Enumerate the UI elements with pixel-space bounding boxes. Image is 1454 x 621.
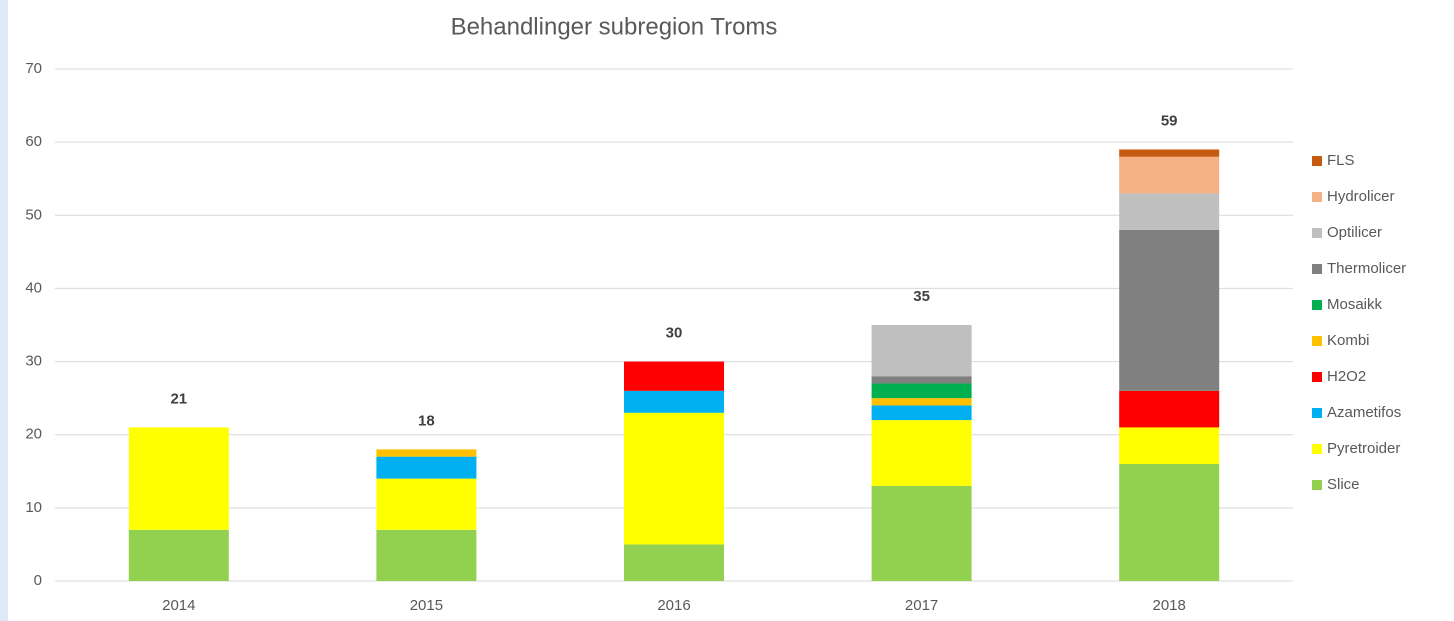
y-tick-label: 0 bbox=[34, 572, 42, 589]
bar-segment bbox=[871, 485, 972, 581]
x-tick-label: 2016 bbox=[657, 597, 690, 614]
legend-swatch bbox=[1312, 372, 1322, 382]
legend-swatch bbox=[1312, 408, 1322, 418]
legend-label: Hydrolicer bbox=[1327, 188, 1395, 205]
total-label: 18 bbox=[418, 412, 435, 429]
x-tick-label: 2017 bbox=[905, 597, 938, 614]
bar-segment bbox=[871, 325, 972, 377]
y-tick-label: 50 bbox=[25, 206, 42, 223]
total-label: 21 bbox=[170, 390, 187, 407]
bar-segment bbox=[871, 420, 972, 486]
bar-segment bbox=[624, 361, 724, 391]
total-label: 35 bbox=[913, 288, 930, 305]
bar-segment bbox=[624, 412, 724, 545]
x-tick-label: 2014 bbox=[162, 597, 195, 614]
bar-segment bbox=[376, 478, 477, 530]
legend-swatch bbox=[1312, 156, 1322, 166]
bar-segment bbox=[376, 456, 477, 479]
bar-segment bbox=[624, 544, 724, 581]
legend-swatch bbox=[1312, 264, 1322, 274]
legend-label: Azametifos bbox=[1327, 404, 1401, 421]
bar-segment bbox=[871, 383, 972, 399]
bar-segment bbox=[1119, 427, 1220, 464]
bar-segment bbox=[1119, 390, 1220, 428]
bar-segment bbox=[128, 529, 229, 581]
legend-label: Thermolicer bbox=[1327, 260, 1406, 277]
y-tick-label: 40 bbox=[25, 279, 42, 296]
y-tick-label: 20 bbox=[25, 426, 42, 443]
legend-label: H2O2 bbox=[1327, 368, 1366, 385]
bar-segment bbox=[1119, 463, 1220, 581]
total-label: 59 bbox=[1161, 112, 1178, 129]
bar-segment bbox=[624, 390, 724, 413]
legend-label: Mosaikk bbox=[1327, 296, 1383, 313]
bar-segment bbox=[871, 376, 972, 384]
chart-title: Behandlinger subregion Troms bbox=[451, 13, 778, 40]
legend-label: Pyretroider bbox=[1327, 440, 1400, 457]
legend-swatch bbox=[1312, 192, 1322, 202]
x-tick-label: 2018 bbox=[1153, 597, 1186, 614]
legend-swatch bbox=[1312, 444, 1322, 454]
y-tick-label: 30 bbox=[25, 353, 42, 370]
legend-label: FLS bbox=[1327, 152, 1355, 169]
bar-segment bbox=[1119, 193, 1220, 230]
bar-segment bbox=[376, 449, 477, 457]
y-tick-label: 10 bbox=[25, 499, 42, 516]
total-label: 30 bbox=[666, 325, 683, 342]
bar-segment bbox=[128, 427, 229, 530]
legend-swatch bbox=[1312, 480, 1322, 490]
legend-swatch bbox=[1312, 300, 1322, 310]
bar-segment bbox=[871, 398, 972, 406]
bar-segment bbox=[1119, 229, 1220, 391]
legend-swatch bbox=[1312, 228, 1322, 238]
y-tick-label: 60 bbox=[25, 133, 42, 150]
legend-swatch bbox=[1312, 336, 1322, 346]
bar-segment bbox=[1119, 156, 1220, 194]
y-tick-label: 70 bbox=[25, 60, 42, 77]
edge-decoration bbox=[0, 0, 8, 621]
legend-label: Optilicer bbox=[1327, 224, 1382, 241]
legend-label: Kombi bbox=[1327, 332, 1370, 349]
legend-label: Slice bbox=[1327, 476, 1360, 493]
bar-segment bbox=[871, 405, 972, 421]
bar-segment bbox=[376, 529, 477, 581]
x-tick-label: 2015 bbox=[410, 597, 443, 614]
bar-segment bbox=[1119, 149, 1220, 157]
